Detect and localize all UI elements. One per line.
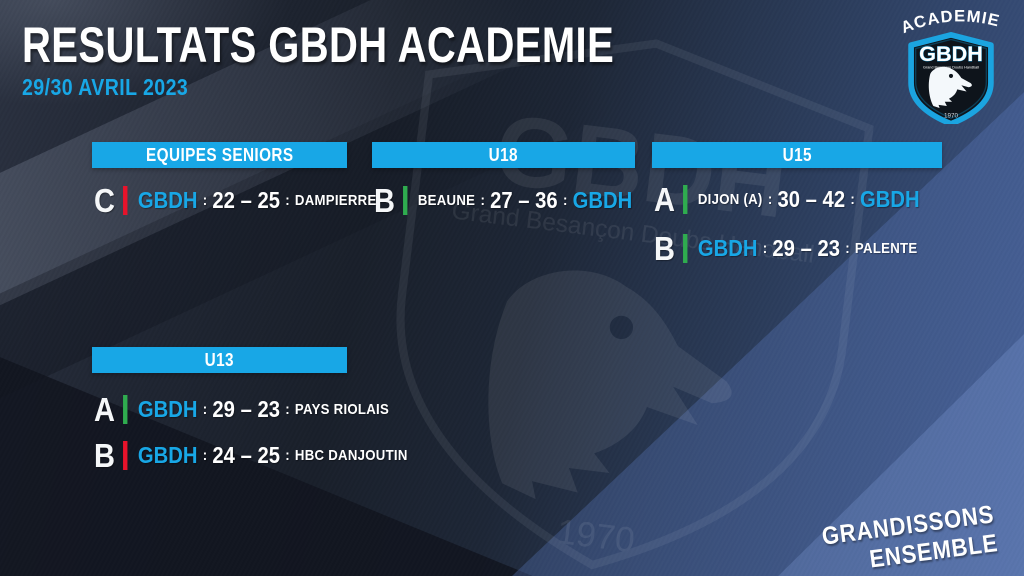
svg-text:GBDH: GBDH (919, 41, 983, 66)
match-row: B GBDH : 24 – 25 : HBC DANJOUTIN (94, 438, 408, 472)
svg-text:1970: 1970 (944, 113, 958, 120)
separator-colon: : (285, 191, 290, 209)
home-team: BEAUNE (417, 191, 476, 209)
separator-colon: : (845, 239, 850, 257)
separator-colon: : (285, 400, 290, 418)
svg-text:1970: 1970 (555, 512, 637, 560)
away-team: PAYS RIOLAIS (294, 400, 390, 418)
separator-colon: : (562, 191, 568, 209)
club-shield-icon: GBDH Grand Besançon Doubs Handball 1970 (908, 32, 994, 124)
team-letter: C (94, 181, 115, 219)
separator-colon: : (850, 190, 855, 208)
match-score: 22 – 25 (212, 186, 280, 213)
away-team: GBDH (572, 186, 633, 213)
home-team: GBDH (137, 441, 198, 468)
separator-colon: : (202, 446, 208, 464)
page-title: RESULTATS GBDH ACADEMIE (22, 17, 615, 73)
result-color-bar (122, 394, 128, 424)
home-team: DIJON (A) (697, 190, 763, 208)
club-logo: ACADEMIE GBDH Grand Besançon Doubs Handb… (898, 6, 1001, 124)
club-watermark-icon: GBDH Grand Besançon Doubs Handball 1970 (396, 39, 874, 570)
team-letter: B (94, 436, 115, 474)
section-header-u18: U18 (372, 142, 635, 168)
team-letter: A (654, 180, 675, 218)
result-color-bar (122, 185, 128, 215)
match-row: C GBDH : 22 – 25 : DAMPIERRE (94, 183, 377, 217)
home-team: GBDH (137, 395, 198, 422)
away-team: DAMPIERRE (294, 191, 377, 209)
home-team: GBDH (137, 186, 198, 213)
svg-text:Grand Besançon Doubs Handball: Grand Besançon Doubs Handball (923, 65, 979, 69)
team-letter: A (94, 390, 115, 428)
match-row: A GBDH : 29 – 23 : PAYS RIOLAIS (94, 392, 389, 426)
away-team: HBC DANJOUTIN (294, 446, 408, 464)
result-color-bar (402, 185, 408, 215)
match-score: 29 – 23 (212, 395, 280, 422)
away-team: PALENTE (854, 239, 918, 257)
match-row: A DIJON (A) : 30 – 42 : GBDH (654, 182, 920, 216)
match-score: 24 – 25 (212, 441, 280, 468)
separator-colon: : (285, 446, 290, 464)
result-color-bar (682, 233, 688, 263)
team-letter: B (374, 181, 395, 219)
result-color-bar (122, 440, 128, 470)
separator-colon: : (202, 191, 208, 209)
match-score: 30 – 42 (777, 185, 846, 212)
club-slogan: GRANDISSONS ENSEMBLE (792, 500, 1000, 576)
section-header-u13: U13 (92, 347, 347, 373)
team-letter: B (654, 229, 675, 267)
separator-colon: : (202, 400, 208, 418)
match-row: B BEAUNE : 27 – 36 : GBDH (374, 183, 632, 217)
result-color-bar (682, 184, 688, 214)
match-row: B GBDH : 29 – 23 : PALENTE (654, 231, 917, 265)
away-team: GBDH (860, 185, 920, 212)
date-subtitle: 29/30 AVRIL 2023 (22, 74, 189, 100)
section-header-seniors: EQUIPES SENIORS (92, 142, 347, 168)
home-team: GBDH (697, 234, 758, 261)
separator-colon: : (480, 191, 485, 209)
section-header-u15: U15 (652, 142, 942, 168)
match-score: 29 – 23 (772, 234, 840, 261)
separator-colon: : (762, 239, 768, 257)
match-score: 27 – 36 (490, 186, 558, 213)
separator-colon: : (767, 190, 773, 208)
